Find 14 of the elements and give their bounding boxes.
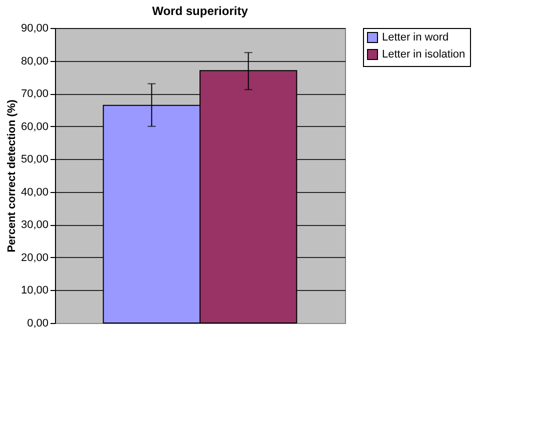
y-tick-label: 90,00 (20, 22, 48, 34)
y-tick-label: 20,00 (20, 252, 48, 264)
y-tick-label: 80,00 (20, 55, 48, 68)
y-tick-label: 50,00 (20, 154, 48, 166)
y-tick-label: 30,00 (20, 219, 48, 232)
y-tick-label: 60,00 (20, 120, 48, 133)
y-axis-title: Percent correct detection (%) (6, 99, 18, 252)
y-tick-label: 70,00 (20, 88, 48, 100)
chart-title: Word superiority (152, 4, 248, 18)
legend-label: Letter in isolation (382, 48, 466, 60)
y-tick-label: 0,00 (27, 318, 48, 330)
y-tick-label: 10,00 (20, 284, 48, 297)
legend-label: Letter in word (382, 32, 449, 44)
y-tick-label: 40,00 (20, 186, 48, 198)
